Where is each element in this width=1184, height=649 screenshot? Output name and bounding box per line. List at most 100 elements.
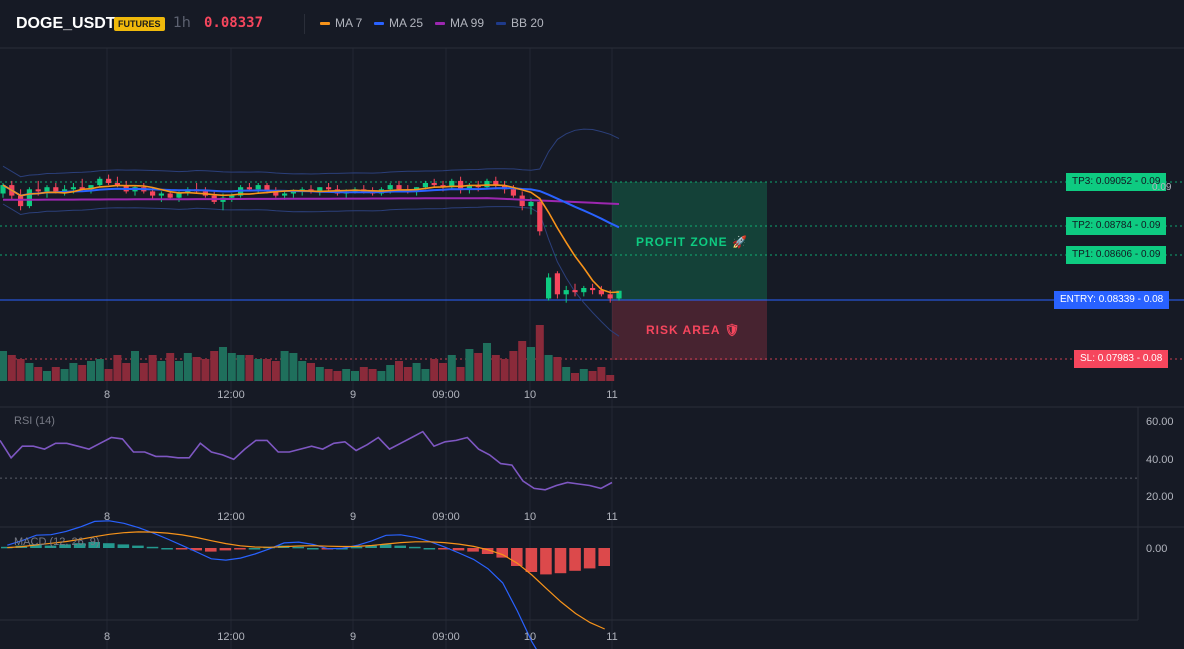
entry-label[interactable]: ENTRY: 0.08339 - 0.08 bbox=[1054, 291, 1170, 309]
volume-bar bbox=[359, 367, 368, 381]
symbol-label[interactable]: DOGE_USDT bbox=[16, 15, 116, 32]
candle-body bbox=[616, 290, 622, 299]
ma25-swatch bbox=[374, 21, 384, 25]
volume-bar bbox=[562, 367, 571, 381]
candle-body bbox=[493, 180, 499, 186]
legend-ma99[interactable]: MA 99 bbox=[435, 16, 484, 30]
rsi-y-tick: 20.00 bbox=[1146, 491, 1174, 503]
legend-ma7-label: MA 7 bbox=[335, 16, 363, 30]
macd-histogram-bar bbox=[511, 548, 523, 566]
candle-body bbox=[449, 180, 455, 188]
sl-axis: 0.08 bbox=[1142, 353, 1163, 364]
x-tick-label: 9 bbox=[350, 511, 356, 523]
volume-bar bbox=[412, 363, 421, 381]
volume-bar bbox=[403, 367, 412, 381]
volume-bar bbox=[43, 371, 51, 381]
volume-bar bbox=[16, 359, 25, 381]
volume-bar bbox=[430, 359, 439, 381]
volume-bar bbox=[254, 359, 263, 381]
tp3-label[interactable]: TP3: 0.09052 - 0.09 bbox=[1066, 173, 1167, 191]
candle-body bbox=[0, 185, 6, 194]
volume-bar bbox=[95, 359, 104, 381]
macd-histogram-bar bbox=[1, 546, 13, 549]
volume-bar bbox=[474, 353, 483, 381]
volume-bar bbox=[78, 365, 87, 381]
candle-body bbox=[387, 185, 393, 190]
macd-histogram-bar bbox=[438, 548, 450, 550]
macd-histogram-bar bbox=[88, 542, 100, 548]
volume-bar bbox=[491, 355, 500, 381]
candle-body bbox=[106, 178, 112, 183]
macd-histogram-bar bbox=[103, 543, 115, 548]
macd-signal-line bbox=[7, 531, 605, 630]
candle-body bbox=[431, 183, 437, 186]
sl-label[interactable]: SL: 0.07983 - 0.08 bbox=[1074, 350, 1169, 368]
tp2-label[interactable]: TP2: 0.08784 - 0.09 bbox=[1066, 217, 1167, 235]
volume-bar bbox=[201, 359, 210, 381]
candle-body bbox=[70, 187, 76, 190]
candle-body bbox=[18, 195, 24, 207]
volume-bar bbox=[87, 361, 95, 381]
candle-body bbox=[546, 277, 552, 299]
candle-body bbox=[537, 201, 543, 232]
volume-bar bbox=[509, 351, 518, 381]
candle-body bbox=[150, 191, 156, 196]
volume-bar bbox=[166, 353, 175, 381]
macd-histogram-bar bbox=[234, 548, 246, 550]
macd-histogram-bar bbox=[73, 543, 86, 548]
volume-bar bbox=[139, 363, 148, 381]
timeframe-label[interactable]: 1h bbox=[173, 15, 191, 31]
macd-panel bbox=[1, 520, 610, 649]
ma99-swatch bbox=[435, 21, 445, 25]
market-badge: FUTURES bbox=[114, 17, 165, 31]
grid bbox=[0, 47, 1184, 649]
macd-histogram-bar bbox=[554, 548, 567, 574]
macd-histogram-bar bbox=[161, 548, 173, 550]
volume-bar bbox=[25, 363, 34, 381]
candle-body bbox=[44, 187, 50, 192]
candle-body bbox=[326, 187, 332, 190]
risk-zone bbox=[612, 300, 767, 360]
volume-bar bbox=[227, 353, 236, 381]
volume-bar bbox=[263, 359, 271, 381]
ma7-line bbox=[2, 184, 620, 294]
legend-ma7[interactable]: MA 7 bbox=[320, 16, 362, 30]
bb20-swatch bbox=[496, 21, 506, 25]
candle-body bbox=[317, 187, 323, 192]
entry-axis: 0.08 bbox=[1143, 294, 1164, 305]
legend-bb20[interactable]: BB 20 bbox=[496, 16, 544, 30]
x-tick-label: 10 bbox=[524, 511, 536, 523]
candle-body bbox=[484, 180, 490, 188]
candle-body bbox=[572, 290, 578, 293]
volume-bar bbox=[579, 369, 588, 381]
rsi-line bbox=[0, 430, 613, 491]
macd-histogram-bar bbox=[205, 548, 217, 552]
tp1-label[interactable]: TP1: 0.08606 - 0.09 bbox=[1066, 246, 1167, 264]
candle-body bbox=[290, 191, 296, 194]
volume-bar bbox=[386, 365, 395, 381]
macd-histogram-bar bbox=[394, 545, 406, 548]
tp3-axis: 0.09 bbox=[1140, 176, 1161, 187]
macd-histogram-bar bbox=[379, 544, 392, 548]
candle-body bbox=[88, 185, 94, 190]
x-axis-ticks: 8 12:00 9 09:00 10 11 8 12:00 9 09:00 10 11 8 12:00 9 0… bbox=[104, 389, 618, 643]
macd-histogram-bar bbox=[30, 544, 42, 548]
macd-histogram-bar bbox=[525, 548, 538, 572]
volume-bar bbox=[535, 325, 544, 381]
macd-histogram-bar bbox=[248, 548, 261, 550]
x-tick-label: 09:00 bbox=[432, 631, 460, 643]
x-tick-label: 8 bbox=[104, 511, 110, 523]
volume-bar bbox=[175, 361, 183, 381]
volume-bar bbox=[456, 367, 465, 381]
legend-ma25[interactable]: MA 25 bbox=[374, 16, 423, 30]
profit-zone bbox=[612, 182, 767, 300]
legend-bb20-label: BB 20 bbox=[511, 16, 544, 30]
macd-histogram-bar bbox=[132, 545, 144, 548]
volume-bar bbox=[553, 357, 562, 381]
rsi-title: RSI (14) bbox=[14, 415, 55, 427]
x-tick-label: 09:00 bbox=[432, 511, 460, 523]
rsi-panel bbox=[0, 430, 1138, 491]
volume-bar bbox=[351, 371, 359, 381]
rsi-y-tick: 40.00 bbox=[1146, 454, 1174, 466]
